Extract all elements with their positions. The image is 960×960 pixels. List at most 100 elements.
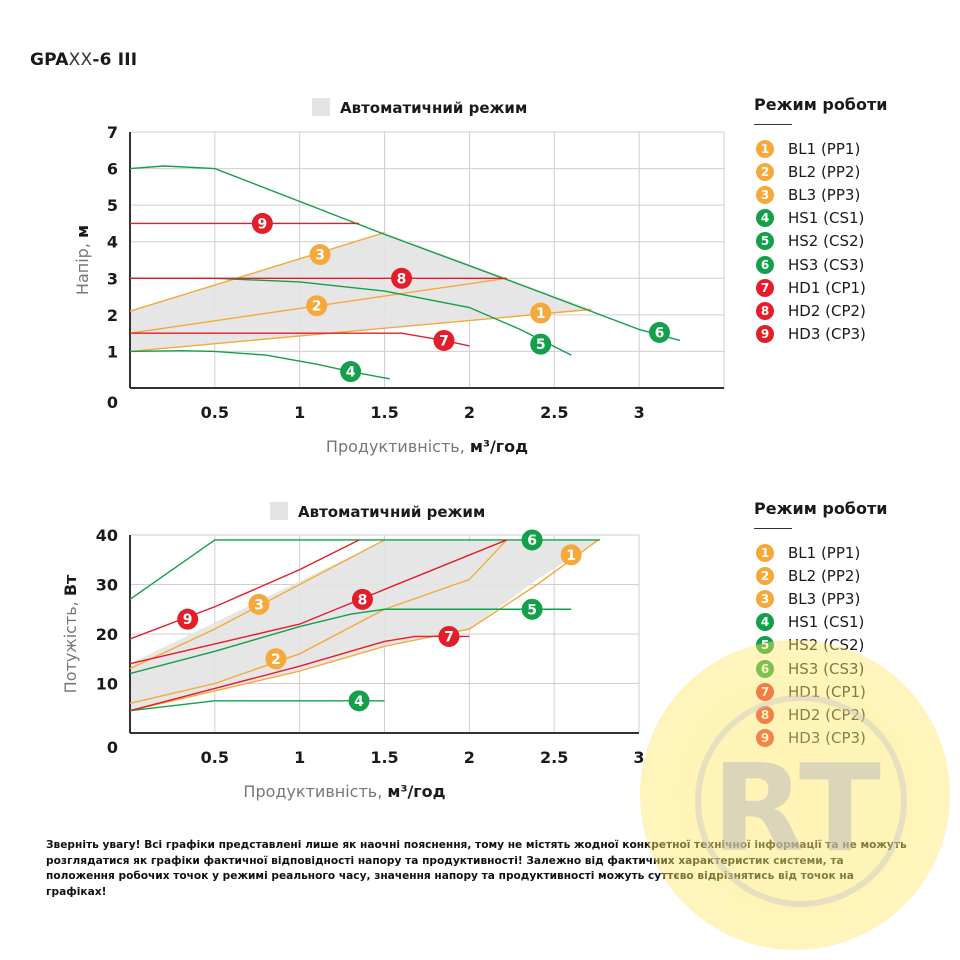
power-series-marker-label-2: 2 [271,652,281,668]
legend-bottom: Режим роботи 1 BL1 (PP1) 2 BL2 (PP2) 3 BL3 (P… [754,499,887,750]
head-origin-label: 0 [107,393,118,412]
legend-item: 1 BL1 (PP1) [754,541,887,564]
legend-number-badge: 7 [756,278,774,297]
legend-number-badge: 1 [756,543,774,562]
legend-number-badge: 5 [756,636,774,655]
head-auto-zone [130,232,592,352]
legend-heading: Режим роботи [754,499,888,518]
head-x-axis-label: Продуктивність, м³/год [326,437,528,456]
head-auto-mode-swatch [312,98,330,116]
power-series-marker-label-1: 1 [566,548,576,564]
head-y-tick-label: 2 [107,306,118,325]
head-series-marker-1 [530,302,552,324]
power-x-tick-label: 2 [464,748,475,767]
legend-item: 1 BL1 (PP1) [754,137,887,160]
power-y-tick-label: 10 [96,675,118,694]
power-series-line-5 [129,608,572,675]
power-series-line-8 [129,539,507,665]
power-series-marker-label-9: 9 [183,612,193,628]
legend-item: 6 HS3 (CS3) [754,657,887,680]
x-axis-label-text: Продуктивність, [326,437,470,456]
power-x-tick-label: 3 [633,748,644,767]
legend-item: 7 HD1 (CP1) [754,680,887,703]
legend-label: HD2 (CP2) [788,705,866,724]
power-x-tick-label: 0.5 [201,748,229,767]
legend-number-badge: 2 [756,162,774,181]
legend-number-badge: 9 [756,325,774,344]
head-series-marker-3 [309,244,331,266]
power-series-line-2 [129,539,508,704]
legend-divider [754,124,792,125]
head-series-marker-label-1: 1 [536,306,546,322]
legend-number-badge: 6 [756,659,774,678]
head-series-marker-label-7: 7 [439,333,449,349]
legend-number-badge: 5 [756,232,774,251]
legend-label: HD2 (CP2) [788,301,866,320]
legend-number-badge: 4 [756,613,774,632]
legend-number-badge: 8 [756,705,774,724]
legend-items: 1 BL1 (PP1) 2 BL2 (PP2) 3 BL3 (PP3) 4 HS1 (CS1)… [754,541,887,750]
power-y-tick-label: 20 [96,625,118,644]
power-auto-mode-label: Автоматичний режим [298,503,485,521]
head-y-tick-label: 7 [107,123,118,142]
legend-item: 9 HD3 (CP3) [754,727,887,750]
legend-item: 8 HD2 (CP2) [754,703,887,726]
y-axis-label-text: Напір, [73,238,92,295]
head-series-marker-label-2: 2 [312,299,322,315]
power-series-line-1 [129,539,599,712]
title-model-placeholder: XX [68,50,93,70]
head-y-tick-label: 5 [107,196,118,215]
legend-label: HS3 (CS3) [788,255,865,274]
head-x-tick-label: 1 [294,403,305,422]
legend-number-badge: 2 [756,566,774,585]
legend-label: HS3 (CS3) [788,659,865,678]
power-x-axis-label: Продуктивність, м³/год [243,782,445,801]
head-x-tick-label: 3 [634,403,645,422]
head-series-marker-label-8: 8 [397,271,407,287]
head-x-tick-label: 2.5 [540,403,568,422]
power-series-marker-6 [521,529,543,551]
legend-label: BL2 (PP2) [788,566,861,585]
legend-label: HD3 (CP3) [788,325,866,344]
legend-item: 6 HS3 (CS3) [754,253,887,276]
power-series-marker-5 [521,598,543,620]
legend-item: 8 HD2 (CP2) [754,299,887,322]
disclaimer-notice: Зверніть увагу! Всі графіки представлені… [46,839,907,898]
power-series-marker-label-8: 8 [358,592,368,608]
legend-item: 9 HD3 (CP3) [754,323,887,346]
power-y-tick-label: 40 [96,526,118,545]
y-axis-unit: м [73,225,92,238]
legend-item: 4 HS1 (CS1) [754,207,887,230]
legend-label: BL3 (PP3) [788,589,861,608]
power-auto-mode-swatch [270,502,288,520]
legend-label: HD1 (CP1) [788,278,866,297]
legend-number-badge: 4 [756,209,774,228]
legend-items: 1 BL1 (PP1) 2 BL2 (PP2) 3 BL3 (PP3) 4 HS1 (CS1)… [754,137,887,346]
legend-label: BL1 (PP1) [788,543,861,562]
head-y-tick-label: 1 [107,342,118,361]
power-series-marker-label-6: 6 [527,533,537,549]
head-series-marker-label-4: 4 [346,365,356,381]
title-suffix: -6 III [92,50,138,70]
head-series-marker-9 [251,212,273,234]
legend-label: HD1 (CP1) [788,682,866,701]
power-series-line-4 [129,700,385,712]
power-series-line-9 [129,539,360,640]
legend-number-badge: 3 [756,589,774,608]
title-prefix: GPA [30,50,69,70]
head-series-marker-2 [306,295,328,317]
legend-divider [754,528,792,529]
power-origin-label: 0 [107,738,118,757]
legend-item: 5 HS2 (CS2) [754,230,887,253]
head-series-marker-label-6: 6 [655,325,665,341]
power-x-tick-label: 2.5 [540,748,568,767]
head-series-line-3 [129,231,385,312]
legend-label: HS2 (CS2) [788,232,865,251]
legend-item: 2 BL2 (PP2) [754,564,887,587]
legend-number-badge: 3 [756,185,774,204]
power-series-marker-label-5: 5 [527,602,537,618]
x-axis-unit: м³/год [470,437,528,456]
power-series-line-7 [129,635,470,712]
head-series-marker-7 [433,329,455,351]
